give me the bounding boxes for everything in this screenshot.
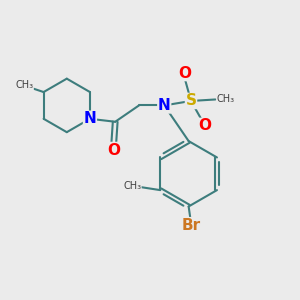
Text: N: N bbox=[158, 98, 171, 113]
Text: CH₃: CH₃ bbox=[15, 80, 33, 90]
Text: CH₃: CH₃ bbox=[123, 181, 141, 191]
Text: O: O bbox=[178, 65, 192, 80]
Text: CH₃: CH₃ bbox=[217, 94, 235, 104]
Text: O: O bbox=[107, 142, 120, 158]
Text: S: S bbox=[185, 94, 197, 109]
Text: O: O bbox=[198, 118, 211, 134]
Text: N: N bbox=[84, 111, 96, 126]
Text: Br: Br bbox=[182, 218, 201, 233]
